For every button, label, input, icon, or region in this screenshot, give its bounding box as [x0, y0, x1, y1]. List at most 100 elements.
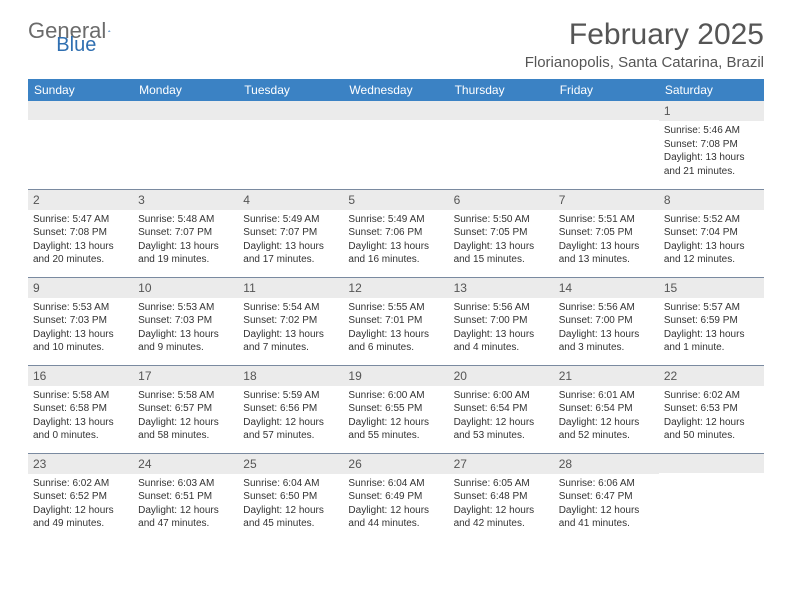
calendar-cell: 16Sunrise: 5:58 AMSunset: 6:58 PMDayligh…: [28, 365, 133, 453]
sunrise-text: Sunrise: 6:06 AM: [559, 477, 654, 491]
daylight-text: Daylight: 13 hours and 10 minutes.: [33, 328, 128, 355]
day-number: 19: [343, 366, 448, 386]
sunset-text: Sunset: 6:57 PM: [138, 402, 233, 416]
calendar-table: Sunday Monday Tuesday Wednesday Thursday…: [28, 79, 764, 541]
sunset-text: Sunset: 6:58 PM: [33, 402, 128, 416]
day-number: 25: [238, 454, 343, 474]
title-block: February 2025 Florianopolis, Santa Catar…: [525, 18, 764, 71]
calendar-cell: [659, 453, 764, 541]
day-number: 14: [554, 278, 659, 298]
sunrise-text: Sunrise: 5:58 AM: [138, 389, 233, 403]
calendar-cell: 7Sunrise: 5:51 AMSunset: 7:05 PMDaylight…: [554, 189, 659, 277]
cell-body: Sunrise: 5:48 AMSunset: 7:07 PMDaylight:…: [133, 210, 238, 273]
day-number: 23: [28, 454, 133, 474]
weekday-header: Tuesday: [238, 79, 343, 101]
daylight-text: Daylight: 12 hours and 55 minutes.: [348, 416, 443, 443]
daylight-text: Daylight: 12 hours and 44 minutes.: [348, 504, 443, 531]
sunrise-text: Sunrise: 5:57 AM: [664, 301, 759, 315]
weekday-header: Wednesday: [343, 79, 448, 101]
sunset-text: Sunset: 7:05 PM: [559, 226, 654, 240]
daylight-text: Daylight: 13 hours and 21 minutes.: [664, 151, 759, 178]
month-title: February 2025: [525, 18, 764, 52]
calendar-cell: 3Sunrise: 5:48 AMSunset: 7:07 PMDaylight…: [133, 189, 238, 277]
sunrise-text: Sunrise: 6:02 AM: [33, 477, 128, 491]
calendar-row: 2Sunrise: 5:47 AMSunset: 7:08 PMDaylight…: [28, 189, 764, 277]
cell-body: Sunrise: 6:01 AMSunset: 6:54 PMDaylight:…: [554, 386, 659, 449]
day-number: 6: [449, 190, 554, 210]
cell-body: Sunrise: 5:49 AMSunset: 7:07 PMDaylight:…: [238, 210, 343, 273]
day-number: 9: [28, 278, 133, 298]
day-number: 26: [343, 454, 448, 474]
cell-body: Sunrise: 5:47 AMSunset: 7:08 PMDaylight:…: [28, 210, 133, 273]
calendar-cell: 12Sunrise: 5:55 AMSunset: 7:01 PMDayligh…: [343, 277, 448, 365]
day-number: 28: [554, 454, 659, 474]
calendar-cell: 8Sunrise: 5:52 AMSunset: 7:04 PMDaylight…: [659, 189, 764, 277]
calendar-cell: 20 Sunrise: 6:00 AMSunset: 6:54 PMDayligh…: [449, 365, 554, 453]
calendar-cell: 21Sunrise: 6:01 AMSunset: 6:54 PMDayligh…: [554, 365, 659, 453]
cell-body: Sunrise: 5:52 AMSunset: 7:04 PMDaylight:…: [659, 210, 764, 273]
day-number: 11: [238, 278, 343, 298]
daylight-text: Daylight: 13 hours and 0 minutes.: [33, 416, 128, 443]
logo: General Blue: [28, 18, 174, 44]
calendar-cell: 19Sunrise: 6:00 AMSunset: 6:55 PMDayligh…: [343, 365, 448, 453]
cell-body: Sunrise: 5:49 AMSunset: 7:06 PMDaylight:…: [343, 210, 448, 273]
cell-body: Sunrise: 5:51 AMSunset: 7:05 PMDaylight:…: [554, 210, 659, 273]
daylight-text: Daylight: 12 hours and 58 minutes.: [138, 416, 233, 443]
day-number: 7: [554, 190, 659, 210]
sunset-text: Sunset: 7:05 PM: [454, 226, 549, 240]
day-number: [449, 101, 554, 120]
sunset-text: Sunset: 6:49 PM: [348, 490, 443, 504]
sunrise-text: Sunrise: 6:04 AM: [243, 477, 338, 491]
calendar-cell: [554, 101, 659, 189]
weekday-header: Sunday: [28, 79, 133, 101]
day-number: [343, 101, 448, 120]
day-number: 13: [449, 278, 554, 298]
sunset-text: Sunset: 7:08 PM: [664, 138, 759, 152]
cell-body: Sunrise: 5:59 AMSunset: 6:56 PMDaylight:…: [238, 386, 343, 449]
daylight-text: Daylight: 12 hours and 49 minutes.: [33, 504, 128, 531]
day-number: [238, 101, 343, 120]
calendar-cell: 26Sunrise: 6:04 AMSunset: 6:49 PMDayligh…: [343, 453, 448, 541]
sunset-text: Sunset: 7:07 PM: [243, 226, 338, 240]
daylight-text: Daylight: 13 hours and 12 minutes.: [664, 240, 759, 267]
sunset-text: Sunset: 6:53 PM: [664, 402, 759, 416]
calendar-cell: [449, 101, 554, 189]
sunset-text: Sunset: 6:47 PM: [559, 490, 654, 504]
sunset-text: Sunset: 6:50 PM: [243, 490, 338, 504]
calendar-cell: 10Sunrise: 5:53 AMSunset: 7:03 PMDayligh…: [133, 277, 238, 365]
sunrise-text: Sunrise: 6:02 AM: [664, 389, 759, 403]
header: General Blue February 2025 Florianopolis…: [28, 18, 764, 71]
sunset-text: Sunset: 6:54 PM: [454, 402, 549, 416]
calendar-cell: 28Sunrise: 6:06 AMSunset: 6:47 PMDayligh…: [554, 453, 659, 541]
daylight-text: Daylight: 13 hours and 17 minutes.: [243, 240, 338, 267]
day-number: 20: [449, 366, 554, 386]
sunrise-text: Sunrise: 6:00 AM: [454, 389, 549, 403]
calendar-cell: [238, 101, 343, 189]
sunset-text: Sunset: 7:04 PM: [664, 226, 759, 240]
calendar-cell: 2Sunrise: 5:47 AMSunset: 7:08 PMDaylight…: [28, 189, 133, 277]
sunset-text: Sunset: 7:03 PM: [138, 314, 233, 328]
sunset-text: Sunset: 7:00 PM: [454, 314, 549, 328]
cell-body: Sunrise: 5:54 AMSunset: 7:02 PMDaylight:…: [238, 298, 343, 361]
cell-body: Sunrise: 6:02 AMSunset: 6:53 PMDaylight:…: [659, 386, 764, 449]
day-number: 8: [659, 190, 764, 210]
daylight-text: Daylight: 13 hours and 19 minutes.: [138, 240, 233, 267]
sunrise-text: Sunrise: 5:46 AM: [664, 124, 759, 138]
day-number: 4: [238, 190, 343, 210]
sunrise-text: Sunrise: 5:52 AM: [664, 213, 759, 227]
daylight-text: Daylight: 12 hours and 53 minutes.: [454, 416, 549, 443]
cell-body: Sunrise: 6:00 AMSunset: 6:55 PMDaylight:…: [343, 386, 448, 449]
sunrise-text: Sunrise: 5:59 AM: [243, 389, 338, 403]
calendar-row: 16Sunrise: 5:58 AMSunset: 6:58 PMDayligh…: [28, 365, 764, 453]
sunset-text: Sunset: 6:48 PM: [454, 490, 549, 504]
calendar-cell: 11Sunrise: 5:54 AMSunset: 7:02 PMDayligh…: [238, 277, 343, 365]
cell-body: Sunrise: 5:58 AMSunset: 6:58 PMDaylight:…: [28, 386, 133, 449]
calendar-cell: 9Sunrise: 5:53 AMSunset: 7:03 PMDaylight…: [28, 277, 133, 365]
day-number: [659, 454, 764, 473]
calendar-cell: 23Sunrise: 6:02 AMSunset: 6:52 PMDayligh…: [28, 453, 133, 541]
daylight-text: Daylight: 12 hours and 45 minutes.: [243, 504, 338, 531]
day-number: [133, 101, 238, 120]
cell-body: Sunrise: 5:53 AMSunset: 7:03 PMDaylight:…: [28, 298, 133, 361]
day-number: 27: [449, 454, 554, 474]
calendar-cell: 25 Sunrise: 6:04 AMSunset: 6:50 PMDayligh…: [238, 453, 343, 541]
